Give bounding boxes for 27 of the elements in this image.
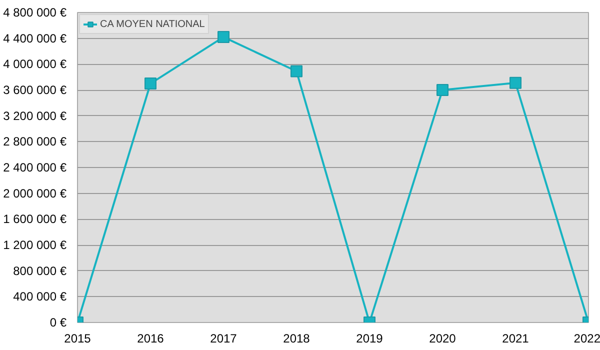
y-tick-label: 2 000 000 € — [3, 186, 67, 200]
point — [290, 65, 302, 78]
x-tick-label: 2022 — [574, 332, 600, 346]
x-tick-label: 2020 — [429, 332, 456, 346]
y-tick-label: 4 800 000 € — [3, 6, 67, 20]
x-tick-label: 2017 — [210, 332, 238, 346]
x-tick-label: 2016 — [137, 332, 164, 346]
point — [510, 76, 522, 89]
x-tick-label: 2019 — [356, 332, 384, 346]
x-tick-label: 2018 — [283, 332, 310, 346]
y-tick-label: 1 200 000 € — [3, 238, 67, 252]
point — [218, 31, 230, 44]
y-tick-label: 4 400 000 € — [3, 31, 67, 46]
y-tick-label: 2 800 000 € — [3, 134, 67, 149]
y-tick-label: 4 000 000 € — [3, 57, 67, 72]
y-tick-label: 0 € — [50, 316, 67, 330]
point — [144, 78, 156, 90]
point — [436, 84, 448, 96]
x-tick-label: 2021 — [502, 332, 530, 346]
x-tick-label: 2015 — [64, 332, 92, 346]
y-tick-label: 1 600 000 € — [3, 212, 67, 226]
legend-label: CA MOYEN NATIONAL — [100, 18, 205, 30]
y-tick-label: 800 000 € — [13, 264, 67, 278]
y-tick-label: 3 200 000 € — [3, 108, 67, 123]
y-tick-label: 400 000 € — [13, 290, 67, 304]
y-tick-label: 3 600 000 € — [3, 83, 67, 97]
y-tick-label: 2 400 000 € — [3, 160, 67, 174]
